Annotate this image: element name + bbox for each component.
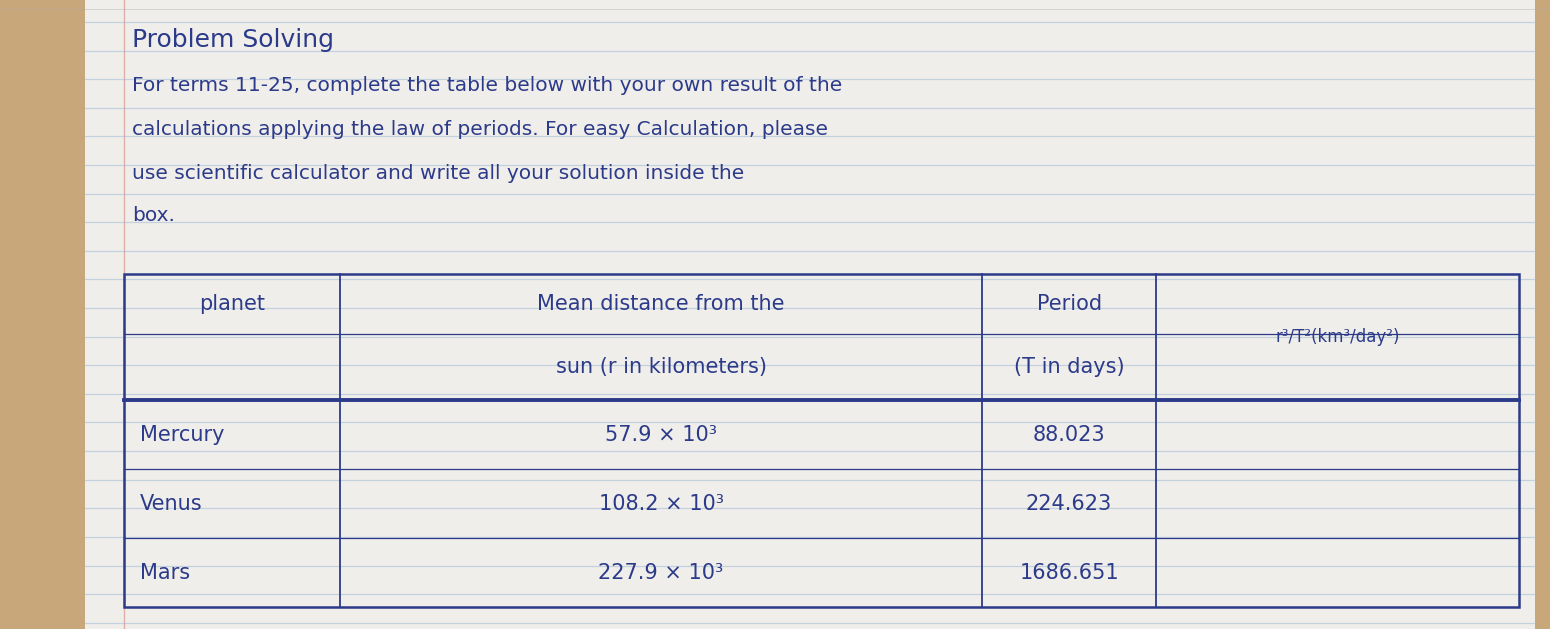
Text: 57.9 × 10³: 57.9 × 10³: [604, 425, 718, 445]
Text: 227.9 × 10³: 227.9 × 10³: [598, 562, 724, 582]
Bar: [124, 274, 1519, 607]
Text: sun (r in kilometers): sun (r in kilometers): [555, 357, 767, 377]
Text: r³/T²(km³/day²): r³/T²(km³/day²): [1276, 328, 1400, 346]
Text: (T in days): (T in days): [1014, 357, 1124, 377]
Text: 1686.651: 1686.651: [1020, 562, 1119, 582]
Text: calculations applying the law of periods. For easy Calculation, please: calculations applying the law of periods…: [132, 120, 828, 139]
Text: Mean distance from the: Mean distance from the: [538, 294, 784, 314]
Text: planet: planet: [198, 294, 265, 314]
Text: Problem Solving: Problem Solving: [132, 28, 333, 52]
Text: Period: Period: [1037, 294, 1102, 314]
Text: 88.023: 88.023: [1032, 425, 1105, 445]
Text: box.: box.: [132, 206, 175, 225]
Text: Venus: Venus: [140, 494, 202, 514]
Text: use scientific calculator and write all your solution inside the: use scientific calculator and write all …: [132, 164, 744, 183]
Text: 224.623: 224.623: [1026, 494, 1113, 514]
Text: 108.2 × 10³: 108.2 × 10³: [598, 494, 724, 514]
Text: Mercury: Mercury: [140, 425, 225, 445]
Text: Mars: Mars: [140, 562, 189, 582]
Text: For terms 11-25, complete the table below with your own result of the: For terms 11-25, complete the table belo…: [132, 76, 842, 95]
